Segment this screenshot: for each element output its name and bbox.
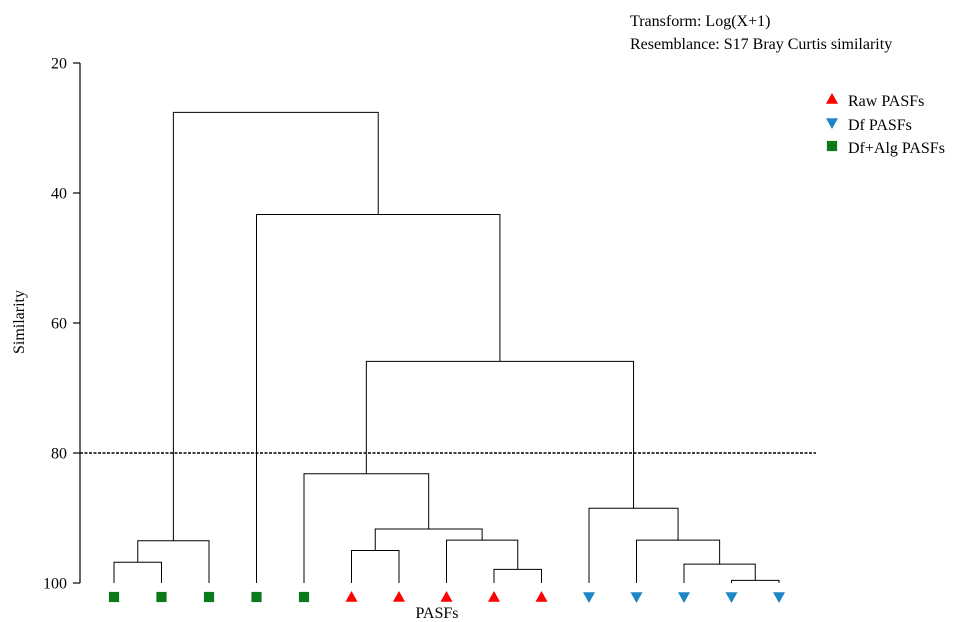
dendrogram-link	[446, 539, 519, 583]
dendrogram-link	[636, 539, 721, 583]
leaf-markers	[108, 591, 785, 603]
leaf-marker	[440, 591, 453, 602]
leaf-marker	[630, 592, 643, 603]
dendrogram-link	[303, 473, 430, 583]
dendrogram-tree	[113, 111, 780, 583]
dendrogram-link	[493, 568, 542, 583]
dendrogram-link	[351, 550, 400, 583]
leaf-marker	[203, 591, 215, 603]
leaf-marker	[583, 592, 595, 603]
y-tick-label: 40	[51, 186, 67, 203]
legend-marker-raw-pasfs	[826, 93, 838, 104]
legend-label-raw-pasfs: Raw PASFs	[848, 93, 924, 110]
legend-marker-df-pasfs	[826, 118, 838, 129]
dendrogram-link	[731, 579, 780, 583]
leaf-marker	[725, 592, 738, 603]
leaf-marker	[488, 591, 500, 602]
y-tick-label: 20	[51, 56, 67, 73]
y-tick-label: 60	[51, 316, 67, 333]
leaf-marker	[678, 592, 690, 603]
x-axis-label: PASFs	[415, 605, 458, 622]
leaf-marker	[345, 591, 358, 602]
leaf-marker	[773, 592, 785, 603]
dendrogram-link	[172, 111, 379, 541]
y-tick-label: 100	[43, 576, 67, 593]
resemblance-annotation: Resemblance: S17 Bray Curtis similarity	[630, 36, 892, 53]
dendrogram-link	[113, 561, 162, 583]
y-tick-label: 80	[51, 446, 67, 463]
legend: Raw PASFs Df PASFs Df+Alg PASFs	[826, 93, 945, 157]
leaf-marker	[298, 591, 310, 603]
leaf-marker	[251, 591, 262, 603]
transform-annotation: Transform: Log(X+1)	[630, 13, 770, 30]
legend-marker-df-alg-pasfs	[826, 140, 838, 152]
dendrogram-link	[256, 213, 501, 583]
leaf-marker	[535, 591, 548, 602]
y-axis: 20 40 60 80 100	[43, 56, 81, 593]
dendrogram-link	[365, 360, 635, 509]
leaf-marker	[156, 591, 167, 603]
y-axis-label: Similarity	[11, 290, 28, 354]
legend-label-df-alg-pasfs: Df+Alg PASFs	[848, 140, 945, 157]
leaf-marker	[393, 591, 405, 602]
leaf-marker	[108, 591, 120, 603]
legend-label-df-pasfs: Df PASFs	[848, 117, 912, 134]
dendrogram-link	[588, 507, 679, 583]
